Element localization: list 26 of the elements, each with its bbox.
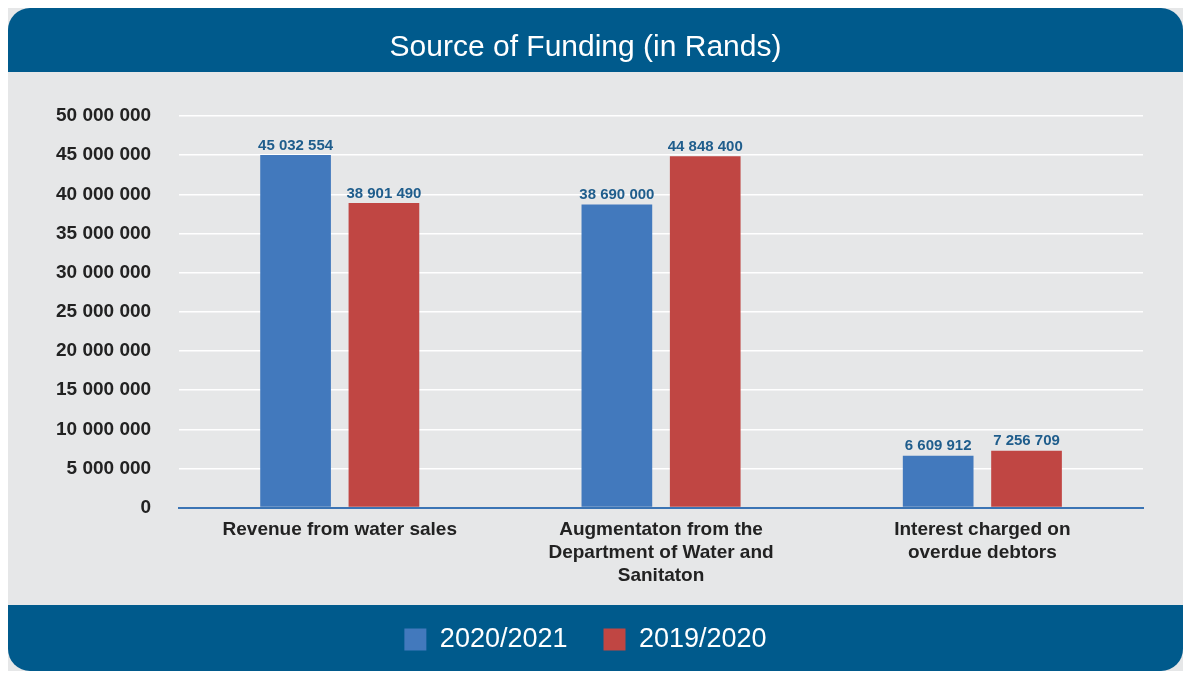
y-tick-label: 50 000 000 bbox=[56, 104, 152, 126]
x-tick-label: Augmentaton from the Department of Water and Sanitaton bbox=[548, 518, 774, 585]
data-label: 38 901 490 bbox=[346, 183, 422, 201]
y-tick-label: 25 000 000 bbox=[56, 300, 152, 322]
y-tick-label: 15 000 000 bbox=[56, 378, 152, 400]
y-tick-label: 20 000 000 bbox=[56, 339, 152, 361]
bar bbox=[991, 450, 1062, 507]
y-tick-label: 30 000 000 bbox=[56, 260, 152, 282]
bar bbox=[348, 202, 420, 507]
legend-label: 2019/2020 bbox=[639, 622, 767, 653]
y-tick-label: 45 000 000 bbox=[56, 143, 152, 165]
x-tick-label: Revenue from water sales bbox=[222, 518, 457, 540]
y-tick-label: 0 bbox=[140, 495, 152, 517]
data-label: 38 690 000 bbox=[579, 185, 655, 203]
y-tick-label: 35 000 000 bbox=[56, 221, 152, 243]
legend-label: 2020/2021 bbox=[439, 622, 568, 653]
data-label: 7 256 709 bbox=[993, 431, 1060, 449]
data-label: 6 609 912 bbox=[904, 436, 972, 454]
y-tick-label: 10 000 000 bbox=[56, 417, 152, 439]
data-label: 45 032 554 bbox=[258, 135, 334, 153]
data-label: 44 848 400 bbox=[667, 136, 743, 154]
bar bbox=[669, 156, 741, 507]
x-tick-label: Interest charged on overdue debtors bbox=[894, 518, 1071, 563]
y-tick-label: 40 000 000 bbox=[56, 182, 152, 204]
y-tick-label: 5 000 000 bbox=[66, 456, 152, 478]
chart-title: Source of Funding (in Rands) bbox=[389, 29, 782, 63]
